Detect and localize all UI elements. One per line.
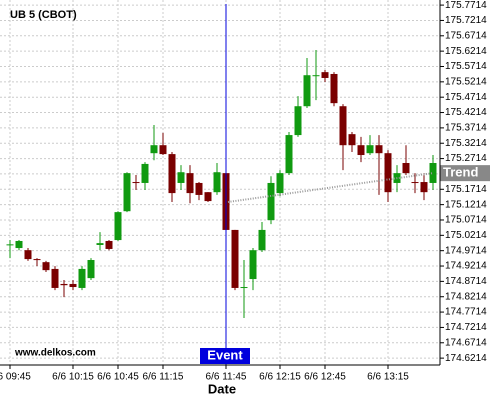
candle-body [312, 75, 320, 77]
candle-body [357, 145, 365, 156]
candle-body [249, 250, 257, 280]
y-tick-label: 174.9714 [445, 245, 487, 256]
x-tick-label: 6/6 11:15 [143, 372, 184, 383]
y-tick-label: 174.8214 [445, 291, 487, 302]
x-tick-label: 6/6 13:15 [367, 372, 409, 383]
y-tick-label: 175.7714 [445, 0, 487, 11]
y-tick-label: 174.8714 [445, 276, 487, 287]
candle-body [213, 172, 221, 193]
event-label-box [200, 348, 250, 364]
y-tick-label: 174.6214 [445, 353, 487, 364]
candle-body [276, 173, 284, 194]
candle-body [366, 145, 374, 154]
overlay: Trend Event [200, 4, 490, 365]
candle-body [150, 145, 158, 154]
y-tick-label: 174.9214 [445, 261, 487, 272]
candle-body [204, 192, 212, 202]
y-tick-label: 175.6714 [445, 30, 487, 41]
candle-body [87, 260, 95, 279]
candle-body [123, 173, 131, 212]
candle-body [141, 163, 149, 183]
candle-body [132, 182, 140, 184]
candle-body [429, 163, 437, 183]
trend-label-box [440, 165, 490, 182]
y-tick-label: 175.1714 [445, 184, 487, 195]
candle-body [294, 106, 302, 136]
candle-body [33, 259, 41, 261]
candle-body [78, 268, 86, 288]
x-axis-label: Date [208, 381, 236, 396]
candle-body [114, 212, 122, 241]
candle-body [267, 182, 275, 221]
candle-body [186, 173, 194, 194]
candle-body [339, 106, 347, 146]
y-tick-label: 175.0714 [445, 215, 487, 226]
candle-body [15, 240, 23, 249]
candle-body [375, 145, 383, 154]
candle-body [96, 243, 104, 245]
candle-body [24, 250, 32, 260]
y-tick-label: 175.5214 [445, 76, 487, 87]
y-tick-label: 175.4214 [445, 107, 487, 118]
candle-body [330, 73, 338, 104]
y-tick-label: 174.7214 [445, 322, 487, 333]
event-label: Event [207, 347, 243, 362]
x-tick-label: 6/6 10:45 [97, 372, 139, 383]
y-tick-label: 175.4714 [445, 92, 487, 103]
candle-body [168, 154, 176, 194]
y-tick-label: 175.3714 [445, 123, 487, 134]
candle-body [69, 283, 77, 288]
candle-body [411, 182, 419, 184]
chart-title: UB 5 (CBOT) [10, 9, 77, 21]
y-tick-label: 175.1214 [445, 199, 487, 210]
candle-body [51, 268, 59, 288]
candle-body [384, 153, 392, 193]
x-tick-label: 6/6 10:15 [52, 372, 94, 383]
trend-label: Trend [443, 165, 478, 180]
candle-body [258, 229, 266, 251]
candle-body [60, 283, 68, 286]
candle-body [177, 172, 185, 183]
x-tick-label: 6/6 11:45 [206, 372, 247, 383]
y-tick-label: 175.0214 [445, 230, 487, 241]
candle-body [105, 240, 113, 249]
y-tick-label: 174.7714 [445, 307, 487, 318]
x-tick-label: 6/6 12:45 [304, 372, 346, 383]
y-tick-label: 175.2714 [445, 153, 487, 164]
y-tick-label: 175.7214 [445, 15, 487, 26]
candle-body [231, 229, 239, 288]
candle-body [42, 262, 50, 271]
x-tick-label: 6/6 12:15 [259, 372, 301, 383]
candle-body [402, 163, 410, 174]
candle-body [6, 244, 14, 246]
candle-body [285, 135, 293, 174]
y-tick-label: 175.3214 [445, 138, 487, 149]
candle-body [348, 134, 356, 146]
watermark: www.delkos.com [14, 348, 96, 359]
y-tick-label: 174.6714 [445, 337, 487, 348]
y-tick-label: 175.5714 [445, 61, 487, 72]
candle-body [303, 75, 311, 107]
x-tick-label: 6/6 09:45 [0, 372, 31, 383]
candle-body [240, 287, 248, 289]
candle-body [195, 182, 203, 195]
y-tick-label: 175.6214 [445, 46, 487, 57]
candle-body [159, 145, 167, 155]
candle-body [420, 182, 428, 193]
trend-line [227, 172, 434, 203]
candle-body [321, 72, 329, 78]
